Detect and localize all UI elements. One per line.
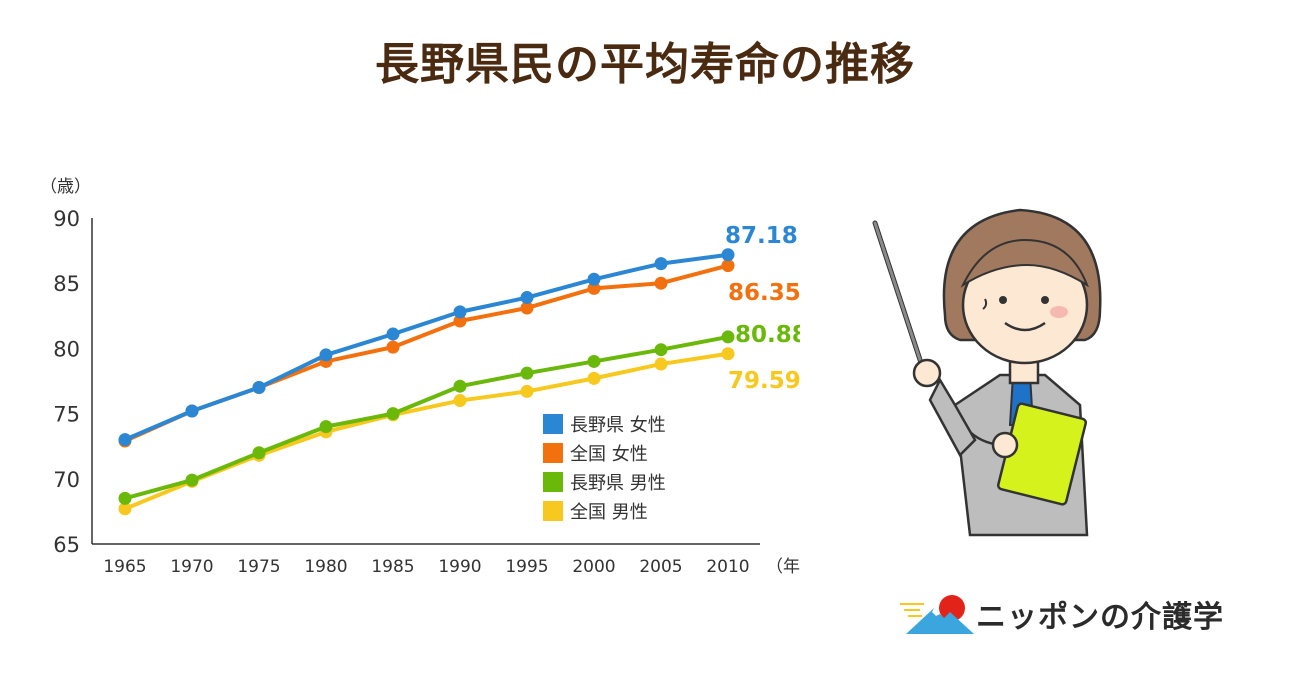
data-point [654,343,668,357]
series-0 [118,248,735,447]
x-tick-label: 1975 [237,557,280,577]
y-tick-label: 80 [53,337,80,361]
x-tick-label: 1990 [438,557,481,577]
y-tick-label: 75 [53,403,80,427]
data-point [185,473,199,487]
data-point [118,491,132,505]
series-line [124,252,729,442]
data-point [319,348,333,362]
data-point [721,347,735,361]
end-value-label: 87.18 [725,223,798,249]
legend-label: 長野県 男性 [570,473,666,494]
data-point [520,384,534,398]
x-tick-label: 2010 [706,557,749,577]
teacher-with-pointer-icon [872,208,1102,537]
y-tick-label: 90 [53,207,80,231]
x-tick-label: 1985 [371,557,414,577]
series-2 [118,330,735,505]
end-value-label: 79.59 [728,368,800,394]
x-tick-label: 2000 [572,557,615,577]
x-tick-label: 1965 [103,557,146,577]
data-point [520,301,534,315]
data-point [118,433,132,447]
line-chart: （歳） 90 85 80 75 70 65 1965 1970 1975 1980 1985 199… [40,177,800,577]
data-point [185,404,199,418]
data-point [587,371,601,385]
y-axis-unit-label: （歳） [40,177,91,197]
data-point [319,420,333,434]
x-axis-unit-label: （年） [766,557,800,577]
data-point [453,379,467,393]
data-point [654,276,668,290]
page-title: 長野県民の平均寿命の推移 [375,39,915,90]
legend-label: 全国 女性 [570,444,648,465]
x-tick-label: 1995 [505,557,548,577]
data-point [520,291,534,305]
data-point [252,446,266,460]
mount-fuji-sun-icon [900,595,974,634]
data-point [721,259,735,273]
brand-name: ニッポンの介護学 [976,600,1224,635]
data-point [386,407,400,421]
data-point [654,257,668,271]
data-point [386,340,400,354]
y-tick-label: 85 [53,272,80,296]
data-point [721,330,735,344]
data-point [721,248,735,262]
data-point [453,305,467,319]
legend-swatch [543,414,563,434]
data-point [587,281,601,295]
legend-swatch [543,443,563,463]
x-tick-label: 2005 [639,557,682,577]
data-point [252,381,266,395]
legend-label: 長野県 女性 [570,415,666,436]
data-point [453,314,467,328]
data-point [520,366,534,380]
legend-swatch [543,472,563,492]
data-point [654,357,668,371]
end-value-label: 80.88 [735,322,800,348]
x-tick-label: 1970 [170,557,213,577]
data-point [386,327,400,341]
data-point [587,354,601,368]
end-value-label: 86.35 [728,280,800,306]
data-point [118,502,132,516]
x-tick-label: 1980 [304,557,347,577]
legend-swatch [543,501,563,521]
data-point [453,394,467,408]
y-tick-label: 65 [53,533,80,557]
y-tick-label: 70 [53,468,80,492]
brand-logo: ニッポンの介護学 [898,590,1258,640]
series-line [124,334,729,501]
data-point [587,272,601,286]
legend-label: 全国 男性 [570,502,648,523]
